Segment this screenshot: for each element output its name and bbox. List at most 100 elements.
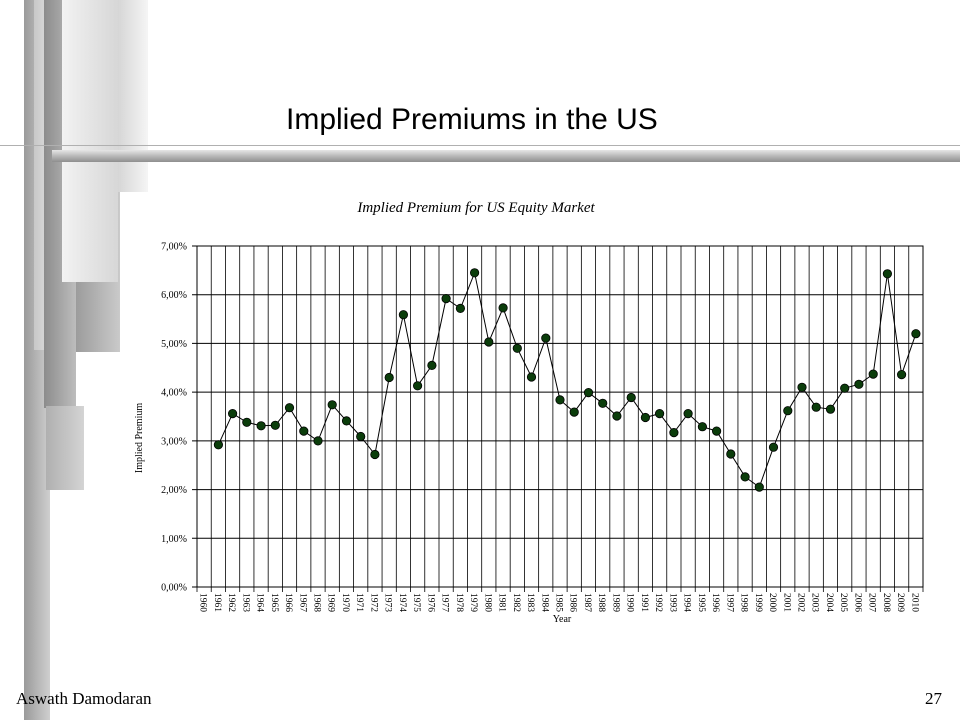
x-tick-label: 1981 bbox=[497, 593, 507, 612]
x-tick-label: 1991 bbox=[639, 593, 649, 612]
x-tick-label: 1979 bbox=[468, 593, 478, 612]
x-tick-label: 1989 bbox=[610, 593, 620, 612]
data-point bbox=[583, 387, 594, 398]
x-tick-label: 2010 bbox=[909, 593, 919, 612]
x-tick-label: 1992 bbox=[653, 593, 663, 612]
data-point bbox=[654, 408, 665, 419]
data-point bbox=[797, 382, 807, 392]
data-point bbox=[327, 400, 337, 410]
data-point bbox=[427, 360, 437, 370]
data-point bbox=[868, 369, 878, 379]
footer-author: Aswath Damodaran bbox=[16, 689, 152, 708]
data-point bbox=[228, 408, 238, 419]
data-point bbox=[398, 310, 408, 320]
series bbox=[213, 268, 921, 492]
decor-bar-left-7 bbox=[46, 406, 84, 490]
data-point bbox=[512, 343, 522, 353]
data-point bbox=[256, 421, 266, 431]
x-tick-label: 1968 bbox=[312, 593, 322, 612]
x-tick-label: 1995 bbox=[696, 593, 706, 612]
data-point bbox=[640, 412, 651, 423]
x-tick-label: 1963 bbox=[240, 593, 250, 612]
data-point bbox=[626, 392, 636, 403]
x-tick-label: 2008 bbox=[881, 593, 891, 612]
slide-title: Implied Premiums in the US bbox=[286, 103, 658, 136]
x-tick-label: 2009 bbox=[895, 593, 905, 612]
data-point bbox=[811, 402, 821, 412]
x-tick-label: 1984 bbox=[539, 593, 549, 612]
x-tick-label: 1965 bbox=[269, 593, 279, 612]
x-tick-label: 1988 bbox=[596, 593, 606, 612]
data-point bbox=[313, 436, 323, 446]
x-tick-label: 1962 bbox=[226, 593, 236, 612]
data-point bbox=[825, 404, 836, 414]
data-point bbox=[541, 333, 551, 343]
x-tick-label: 2003 bbox=[810, 593, 820, 612]
data-point bbox=[740, 472, 750, 482]
x-tick-label: 1967 bbox=[297, 593, 307, 612]
x-tick-label: 1986 bbox=[568, 593, 578, 612]
data-point bbox=[669, 427, 679, 438]
x-tick-label: 1964 bbox=[255, 593, 265, 612]
data-point bbox=[384, 372, 394, 383]
data-point bbox=[911, 329, 921, 339]
data-point bbox=[284, 403, 295, 413]
x-tick-label: 1975 bbox=[411, 593, 421, 612]
data-point bbox=[896, 369, 907, 380]
x-tick-label: 1985 bbox=[554, 593, 564, 612]
x-tick-label: 1971 bbox=[354, 593, 364, 612]
x-tick-label: 1960 bbox=[198, 593, 208, 612]
data-point bbox=[484, 337, 494, 347]
data-point bbox=[356, 431, 366, 442]
x-tick-label: 1966 bbox=[283, 593, 293, 612]
x-tick-label: 1977 bbox=[440, 593, 450, 612]
grid bbox=[192, 245, 924, 592]
x-axis-label: Year bbox=[553, 614, 572, 625]
x-tick-label: 1983 bbox=[525, 593, 535, 612]
x-tick-label: 1976 bbox=[425, 593, 435, 612]
data-point bbox=[768, 442, 779, 452]
data-point bbox=[569, 407, 579, 417]
x-tick-label: 2005 bbox=[838, 593, 848, 612]
data-point bbox=[854, 379, 864, 389]
data-point bbox=[783, 406, 793, 416]
x-tick-label: 2002 bbox=[796, 593, 806, 612]
data-point bbox=[498, 303, 508, 313]
x-tick-label: 1997 bbox=[724, 593, 734, 612]
x-tick-label: 2000 bbox=[767, 593, 777, 612]
y-tick-label: 1,00% bbox=[161, 534, 187, 545]
x-tick-label: 1961 bbox=[212, 593, 222, 612]
y-tick-label: 7,00% bbox=[161, 242, 187, 253]
data-point bbox=[726, 449, 736, 459]
x-tick-label: 1978 bbox=[454, 593, 464, 612]
y-tick-labels: 0,00% 1,00% 2,00% 3,00% 4,00% 5,00% 6,00% 7,00% bbox=[161, 242, 187, 594]
y-axis-label: Implied Premium bbox=[134, 403, 145, 473]
data-point bbox=[612, 411, 622, 421]
title-rule-thin bbox=[0, 145, 960, 146]
data-point bbox=[683, 408, 693, 419]
data-point bbox=[882, 269, 893, 279]
data-point bbox=[441, 293, 451, 304]
y-tick-label: 4,00% bbox=[161, 388, 187, 399]
data-point bbox=[412, 381, 423, 391]
data-point bbox=[213, 440, 223, 450]
data-point bbox=[270, 420, 280, 430]
y-tick-label: 0,00% bbox=[161, 583, 187, 594]
page-number: 27 bbox=[925, 689, 942, 708]
y-tick-label: 2,00% bbox=[161, 485, 187, 496]
plot-area bbox=[196, 245, 924, 588]
data-point bbox=[555, 395, 565, 405]
data-point bbox=[341, 416, 352, 426]
data-point bbox=[711, 426, 722, 436]
x-tick-label: 1990 bbox=[625, 593, 635, 612]
y-tick-label: 6,00% bbox=[161, 290, 187, 301]
y-tick-label: 3,00% bbox=[161, 436, 187, 447]
x-tick-label: 1974 bbox=[397, 593, 407, 612]
x-tick-label: 1994 bbox=[682, 593, 692, 612]
x-tick-label: 1969 bbox=[326, 593, 336, 612]
data-point bbox=[299, 426, 309, 436]
x-tick-label: 1993 bbox=[667, 593, 677, 612]
x-tick-label: 1996 bbox=[710, 593, 720, 612]
